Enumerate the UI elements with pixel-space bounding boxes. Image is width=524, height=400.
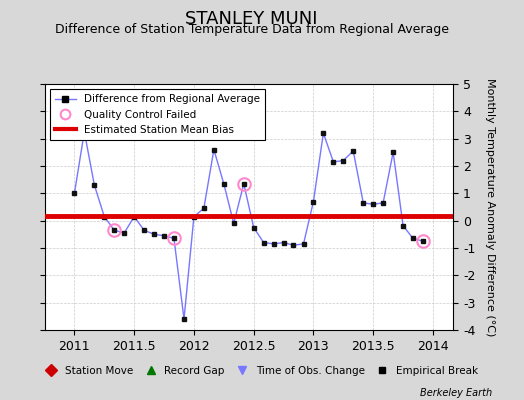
Legend: Station Move, Record Gap, Time of Obs. Change, Empirical Break: Station Move, Record Gap, Time of Obs. C…	[37, 362, 482, 380]
Text: Berkeley Earth: Berkeley Earth	[420, 388, 493, 398]
Text: STANLEY MUNI: STANLEY MUNI	[185, 10, 318, 28]
Legend: Difference from Regional Average, Quality Control Failed, Estimated Station Mean: Difference from Regional Average, Qualit…	[50, 89, 265, 140]
Text: Difference of Station Temperature Data from Regional Average: Difference of Station Temperature Data f…	[54, 23, 449, 36]
Y-axis label: Monthly Temperature Anomaly Difference (°C): Monthly Temperature Anomaly Difference (…	[485, 78, 495, 336]
